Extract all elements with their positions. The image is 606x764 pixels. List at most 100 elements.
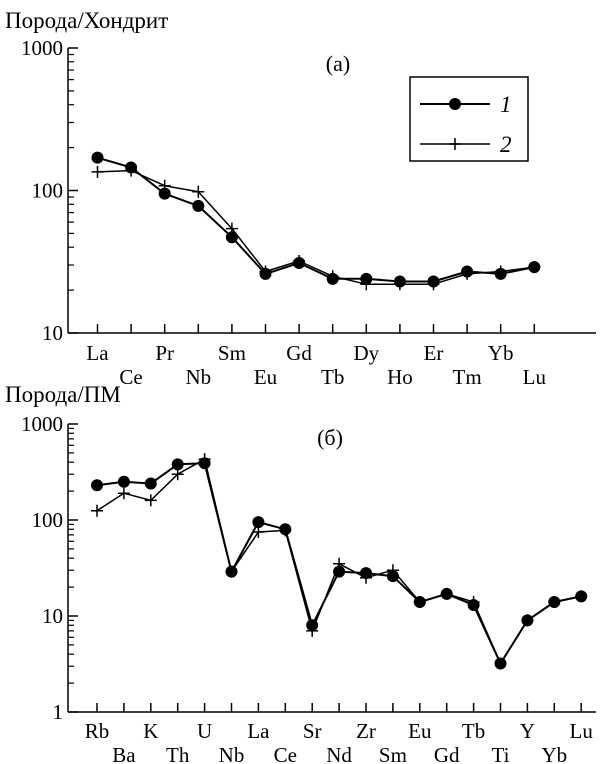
panel-a-ylabel: Порода/Хондрит bbox=[5, 8, 168, 33]
series-2-point bbox=[279, 524, 292, 537]
series-2-point bbox=[461, 267, 474, 280]
series-2-point bbox=[192, 185, 205, 198]
x-tick-label: Ce bbox=[274, 743, 297, 764]
panel-a-title: (а) bbox=[326, 51, 350, 76]
series-2-point bbox=[521, 614, 534, 627]
x-tick-label: Ho bbox=[387, 365, 413, 389]
legend: 1 2 bbox=[409, 76, 529, 162]
legend-label-2: 2 bbox=[500, 132, 512, 157]
y-tick-label: 1000 bbox=[21, 36, 63, 60]
series-2-point bbox=[225, 565, 238, 578]
y-tick-label: 1 bbox=[53, 700, 64, 724]
legend-box bbox=[409, 76, 529, 162]
series-2-line bbox=[97, 169, 535, 285]
series-1-line bbox=[97, 156, 535, 283]
x-tick-label: Y bbox=[520, 719, 535, 743]
x-tick-label: Yb bbox=[541, 743, 567, 764]
y-tick-label: 1000 bbox=[21, 412, 63, 436]
panel-a-y-ticks: 10 100 1000 bbox=[21, 36, 78, 345]
series-1-point bbox=[333, 565, 346, 578]
panel-a: Порода/Хондрит (а) 10 100 1000 La Ce Pr Nb Sm E… bbox=[5, 8, 596, 389]
legend-marker-2 bbox=[449, 138, 461, 150]
series-2-point bbox=[91, 504, 103, 517]
x-tick-label: U bbox=[197, 719, 212, 743]
x-tick-label: Gd bbox=[434, 743, 460, 764]
x-tick-label: Tb bbox=[321, 365, 344, 389]
series-2-point bbox=[252, 525, 265, 538]
y-tick-label: 10 bbox=[42, 321, 63, 345]
series-2-point bbox=[144, 494, 157, 507]
x-tick-label: Eu bbox=[254, 365, 278, 389]
series-2-point bbox=[360, 571, 372, 584]
panel-a-series bbox=[91, 151, 541, 291]
series-2-point bbox=[125, 164, 138, 177]
series-2-point bbox=[427, 278, 440, 291]
x-tick-label: La bbox=[86, 341, 109, 365]
x-tick-label: Zr bbox=[356, 719, 376, 743]
legend-label-1: 1 bbox=[500, 92, 512, 117]
x-tick-label: Rb bbox=[85, 719, 110, 743]
x-tick-label: Lu bbox=[570, 719, 594, 743]
x-tick-label: Sr bbox=[303, 719, 322, 743]
x-tick-label: Gd bbox=[286, 341, 312, 365]
series-1-point bbox=[117, 475, 130, 488]
series-1-point bbox=[192, 199, 205, 212]
series-2-point bbox=[259, 265, 272, 278]
x-tick-label: Ti bbox=[492, 743, 510, 764]
x-tick-label: Er bbox=[424, 341, 444, 365]
series-2-point bbox=[494, 265, 507, 278]
series-2-point bbox=[306, 624, 319, 637]
x-tick-label: Dy bbox=[353, 341, 379, 365]
series-2-point bbox=[326, 270, 339, 283]
series-2-point bbox=[293, 255, 306, 268]
panel-b-y-ticks: 1 10 100 1000 bbox=[21, 412, 78, 724]
series-1-point bbox=[252, 516, 265, 529]
series-2-point bbox=[413, 595, 426, 608]
x-tick-label: Ce bbox=[119, 365, 142, 389]
x-tick-label: Th bbox=[166, 743, 190, 764]
panel-b-ylabel: Порода/ПМ bbox=[5, 382, 121, 407]
x-tick-label: Tb bbox=[462, 719, 485, 743]
series-2-point bbox=[171, 468, 184, 481]
x-tick-label: Eu bbox=[408, 719, 432, 743]
panel-b-title: (б) bbox=[317, 425, 343, 450]
x-tick-label: Nb bbox=[219, 743, 245, 764]
series-2-point bbox=[117, 487, 130, 500]
series-2-point bbox=[360, 278, 373, 291]
series-2-point bbox=[333, 557, 346, 570]
y-tick-label: 10 bbox=[42, 604, 63, 628]
series-2-point bbox=[440, 587, 453, 600]
series-2-point bbox=[91, 165, 104, 178]
x-tick-label: Nd bbox=[326, 743, 352, 764]
x-tick-label: Nb bbox=[185, 365, 211, 389]
x-tick-label: Lu bbox=[523, 365, 547, 389]
x-tick-label: Sm bbox=[379, 743, 407, 764]
series-2-point bbox=[225, 222, 238, 235]
panel-b-axes bbox=[67, 424, 596, 713]
series-1-point bbox=[91, 151, 104, 164]
series-2-point bbox=[575, 590, 588, 603]
y-tick-label: 100 bbox=[32, 179, 64, 203]
x-tick-label: Tm bbox=[453, 365, 482, 389]
series-2-point bbox=[198, 453, 211, 466]
series-1-point bbox=[144, 477, 157, 490]
series-1-point bbox=[225, 231, 238, 244]
legend-marker-1 bbox=[449, 98, 461, 110]
series-2-point bbox=[158, 179, 171, 192]
x-tick-label: Pr bbox=[155, 341, 174, 365]
x-tick-label: K bbox=[143, 719, 158, 743]
series-2-point bbox=[528, 261, 541, 274]
series-2-point bbox=[393, 278, 406, 291]
series-2-point bbox=[548, 595, 561, 608]
y-tick-label: 100 bbox=[32, 508, 64, 532]
series-2-point bbox=[494, 657, 507, 670]
x-tick-label: La bbox=[247, 719, 270, 743]
panel-b-series bbox=[91, 453, 588, 670]
series-1-point bbox=[171, 458, 184, 471]
x-tick-label: Ba bbox=[112, 743, 136, 764]
series-1-point bbox=[158, 187, 171, 200]
